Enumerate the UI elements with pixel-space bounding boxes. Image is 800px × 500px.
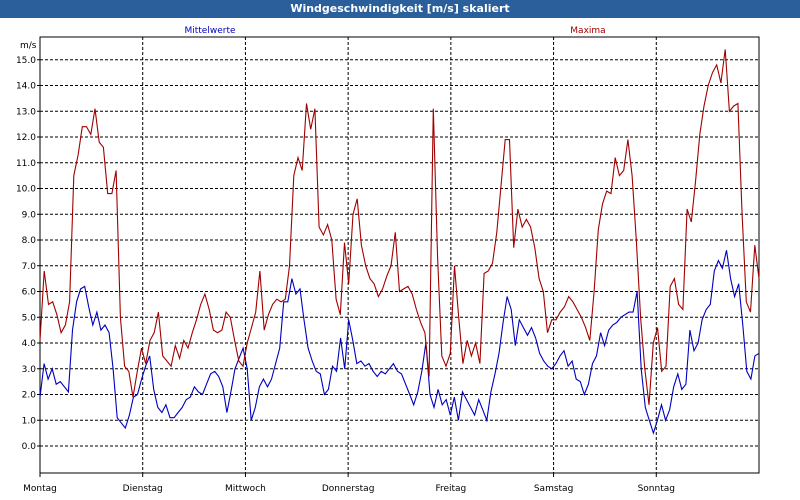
- x-day-label: Montag: [23, 484, 57, 494]
- y-axis-label: m/s: [20, 41, 37, 51]
- series: [39, 49, 760, 435]
- y-tick-label: 7.0: [22, 262, 37, 272]
- x-day-label: Mittwoch: [225, 484, 266, 494]
- x-day-label: Donnerstag: [322, 484, 375, 494]
- legend-maxima: Maxima: [570, 26, 605, 36]
- y-tick-label: 1.0: [22, 416, 37, 426]
- y-tick-label: 10.0: [16, 185, 36, 195]
- y-tick-label: 12.0: [16, 133, 36, 143]
- y-tick-label: 4.0: [22, 339, 37, 349]
- chart-title: Windgeschwindigkeit [m/s] skaliert: [0, 0, 800, 18]
- series-line-maxima: [39, 49, 760, 405]
- x-day-label: Freitag: [435, 484, 466, 494]
- x-day-label: Dienstag: [123, 484, 163, 494]
- y-tick-label: 13.0: [16, 107, 36, 117]
- y-axis: 0.0 1.0 2.0 3.0 4.0 5.0 6.0 7.0 8.0 9.0 10.0 11.0 12…: [16, 56, 40, 452]
- x-axis: Montag17.07.23Dienstag18.07.23Mittwoch19…: [23, 473, 675, 494]
- series-line-mittelwerte: [39, 250, 760, 435]
- y-tick-label: 8.0: [22, 236, 37, 246]
- legend-mittelwerte: Mittelwerte: [184, 26, 235, 36]
- y-tick-label: 14.0: [16, 82, 36, 92]
- wind-speed-chart: 0.0 1.0 2.0 3.0 4.0 5.0 6.0 7.0 8.0 9.0 10.0 11.0 12…: [16, 26, 760, 494]
- y-tick-label: 5.0: [22, 313, 37, 323]
- grid: [40, 37, 759, 473]
- x-day-label: Sonntag: [638, 484, 675, 494]
- y-tick-label: 6.0: [22, 288, 37, 298]
- y-tick-label: 0.0: [22, 442, 37, 452]
- y-tick-label: 3.0: [22, 365, 37, 375]
- y-tick-label: 11.0: [16, 159, 36, 169]
- x-day-label: Samstag: [534, 484, 573, 494]
- y-tick-label: 15.0: [16, 56, 36, 66]
- y-tick-label: 9.0: [22, 210, 37, 220]
- plot-frame: [39, 36, 760, 474]
- y-tick-label: 2.0: [22, 391, 37, 401]
